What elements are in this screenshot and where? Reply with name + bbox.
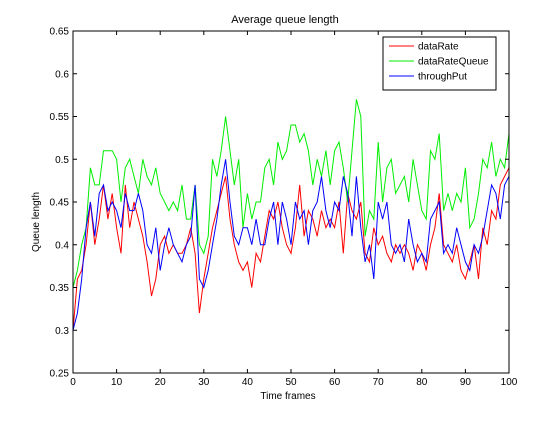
y-tick-label: 0.5 (55, 155, 69, 166)
y-tick-label: 0.4 (55, 240, 69, 251)
y-tick-label: 0.35 (50, 283, 70, 294)
x-tick-label: 90 (460, 377, 472, 388)
y-tick-label: 0.65 (50, 27, 70, 38)
x-tick-label: 70 (373, 377, 385, 388)
y-tick-label: 0.6 (55, 69, 69, 80)
x-tick-label: 10 (111, 377, 123, 388)
x-tick-label: 20 (155, 377, 167, 388)
chart-title: Average queue length (231, 14, 338, 26)
y-tick-label: 0.25 (50, 369, 70, 380)
x-tick-label: 100 (501, 377, 518, 388)
y-axis-label: Queue length (31, 192, 42, 252)
series-line-dataRateQueue (72, 99, 510, 288)
y-tick-label: 0.55 (50, 112, 70, 123)
y-tick-label: 0.45 (50, 198, 70, 209)
x-axis-label: Time frames (260, 391, 315, 402)
x-tick-label: 50 (285, 377, 297, 388)
series-line-dataRate (72, 167, 510, 331)
legend: dataRate dataRateQueue throughPut (382, 36, 497, 91)
x-tick-label: 60 (329, 377, 341, 388)
series-line-throughPut (72, 159, 510, 331)
legend-label-dataRateQueue: dataRateQueue (418, 57, 489, 68)
y-axis: 0.25 0.3 0.35 0.4 0.45 0.5 0.55 0.6 0.65 (50, 27, 509, 380)
x-tick-label: 30 (198, 377, 210, 388)
legend-label-dataRate: dataRate (418, 42, 459, 53)
x-tick-label: 80 (416, 377, 428, 388)
x-axis: 0 10 20 30 40 50 60 70 80 90 100 (70, 31, 518, 388)
series-layer (72, 99, 510, 331)
x-tick-label: 40 (242, 377, 254, 388)
legend-label-throughPut: throughPut (418, 72, 467, 83)
x-tick-label: 0 (70, 377, 76, 388)
y-tick-label: 0.3 (55, 326, 69, 337)
